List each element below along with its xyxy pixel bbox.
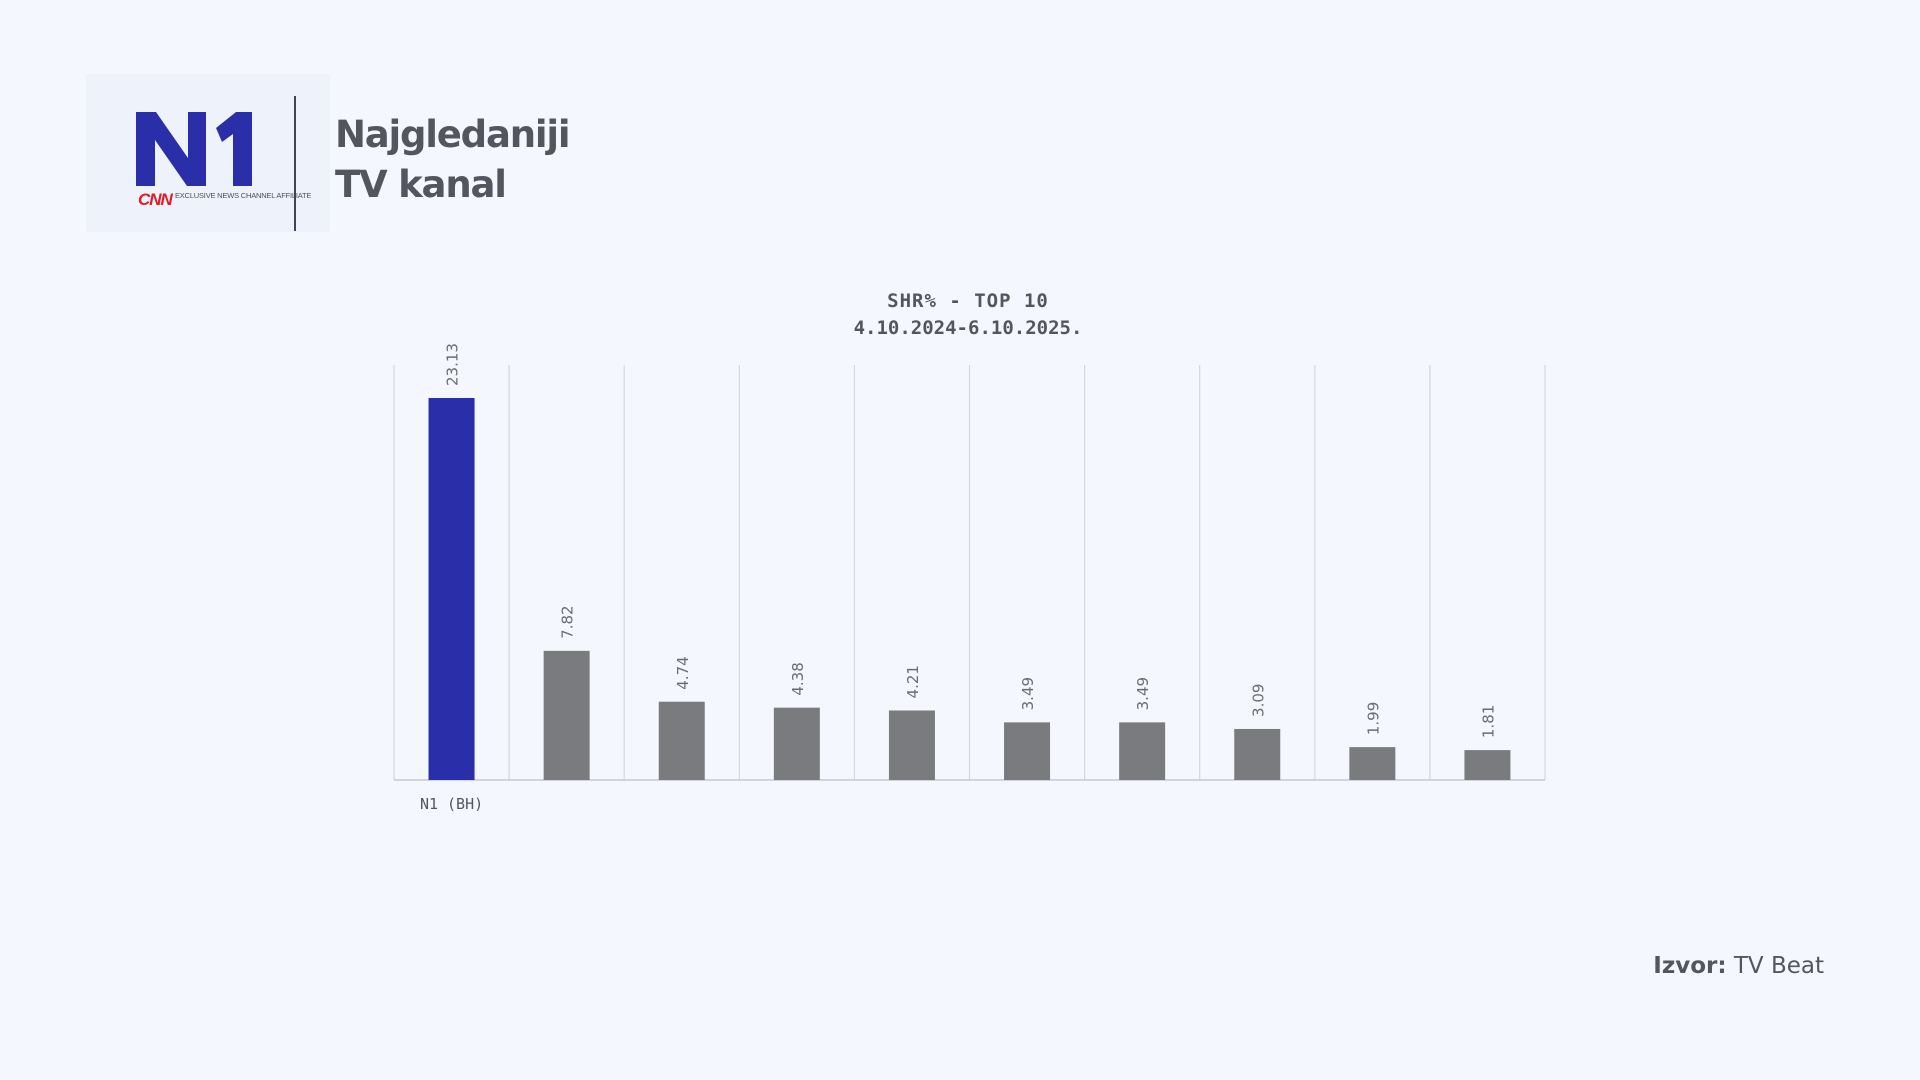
bar-1 bbox=[428, 398, 475, 780]
value-label-5: 4.21 bbox=[904, 665, 922, 698]
bar-7 bbox=[1119, 722, 1166, 780]
category-labels: N1 (BH) bbox=[420, 795, 483, 813]
value-label-2: 7.82 bbox=[559, 605, 577, 638]
value-label-4: 4.38 bbox=[789, 662, 807, 695]
value-label-10: 1.81 bbox=[1479, 705, 1497, 738]
value-label-7: 3.49 bbox=[1134, 677, 1152, 710]
bar-10 bbox=[1464, 750, 1511, 780]
bars bbox=[428, 398, 1511, 780]
source-value: TV Beat bbox=[1733, 953, 1824, 979]
n1-logo-1 bbox=[216, 112, 252, 186]
n1-logo-n bbox=[136, 112, 206, 186]
bar-8 bbox=[1234, 728, 1281, 780]
logo-tagline: EXCLUSIVE NEWS CHANNEL AFFILIATE bbox=[175, 191, 312, 200]
category-label-1: N1 (BH) bbox=[420, 795, 483, 813]
title-line-2: TV kanal bbox=[335, 163, 507, 206]
logo: CNN EXCLUSIVE NEWS CHANNEL AFFILIATE bbox=[86, 74, 330, 232]
value-label-9: 1.99 bbox=[1364, 702, 1382, 735]
chart-title: SHR% - TOP 10 bbox=[887, 290, 1049, 312]
value-label-6: 3.49 bbox=[1019, 677, 1037, 710]
source-note: Izvor: TV Beat bbox=[1653, 953, 1824, 979]
value-label-8: 3.09 bbox=[1249, 684, 1267, 717]
bar-4 bbox=[773, 707, 820, 780]
bar-3 bbox=[658, 701, 705, 780]
chart-subtitle: 4.10.2024-6.10.2025. bbox=[854, 317, 1083, 339]
bar-9 bbox=[1349, 747, 1396, 780]
page-title: Najgledaniji TV kanal bbox=[335, 110, 655, 210]
n1-logo-mark bbox=[136, 112, 252, 186]
cnn-logo-text: CNN bbox=[138, 190, 173, 209]
source-label: Izvor: bbox=[1653, 953, 1727, 979]
value-label-3: 4.74 bbox=[674, 656, 692, 689]
value-labels: 23.13 7.82 4.74 4.38 4.21 3.49 3.49 3.09 1.99 1.8… bbox=[444, 343, 1498, 738]
title-line-1: Najgledaniji bbox=[335, 113, 571, 156]
header-divider bbox=[294, 96, 296, 231]
bar-6 bbox=[1004, 722, 1051, 780]
value-label-1: 23.13 bbox=[444, 343, 462, 386]
bar-2 bbox=[543, 650, 590, 780]
bar-5 bbox=[888, 710, 935, 780]
